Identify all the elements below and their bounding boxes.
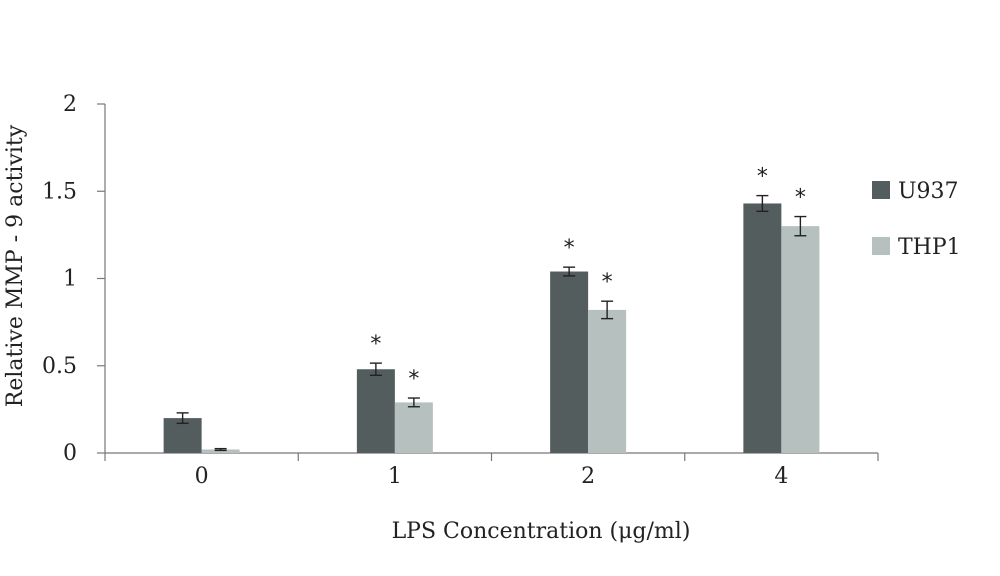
x-tick-label: 2	[581, 464, 595, 489]
legend: U937 THP1	[872, 179, 961, 260]
x-tick-label: 0	[195, 464, 209, 489]
x-tick-label: 4	[774, 464, 788, 489]
legend-swatch	[872, 237, 890, 255]
legend-label: THP1	[898, 235, 961, 260]
x-tick-label: 1	[388, 464, 402, 489]
bar	[588, 309, 627, 453]
significance-marker: *	[602, 270, 613, 295]
labels: Relative MMP - 9 activity LPS Concentrat…	[3, 124, 690, 544]
y-tick-label: 0.5	[42, 354, 77, 379]
bar	[356, 369, 395, 453]
significance-marker: *	[408, 367, 419, 392]
y-tick-label: 1.5	[42, 179, 77, 204]
bar	[781, 226, 820, 453]
y-tick-label: 1	[63, 267, 77, 292]
x-axis-label: LPS Concentration (μg/ml)	[392, 519, 691, 544]
bars: * * * * * *	[163, 165, 820, 453]
significance-marker: *	[795, 186, 806, 211]
axes: 0 0.5 1 1.5 2 0 1 2 4	[42, 92, 879, 489]
bar	[743, 203, 782, 453]
significance-marker: *	[757, 165, 768, 190]
bar	[394, 402, 433, 453]
y-axis-label: Relative MMP - 9 activity	[3, 124, 28, 407]
y-tick-label: 2	[63, 92, 77, 117]
significance-marker: *	[370, 332, 381, 357]
y-tick-label: 0	[63, 441, 77, 466]
significance-marker: *	[564, 236, 575, 261]
bar	[550, 271, 589, 453]
bar	[201, 449, 240, 453]
legend-label: U937	[898, 179, 959, 204]
legend-swatch	[872, 181, 890, 199]
